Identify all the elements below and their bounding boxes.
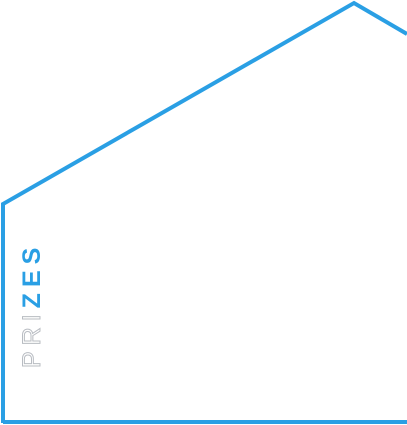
section-title-outline: PRI [18,308,47,369]
section-title-solid: ZES [18,241,46,309]
section-title: PRIZES [18,241,47,369]
